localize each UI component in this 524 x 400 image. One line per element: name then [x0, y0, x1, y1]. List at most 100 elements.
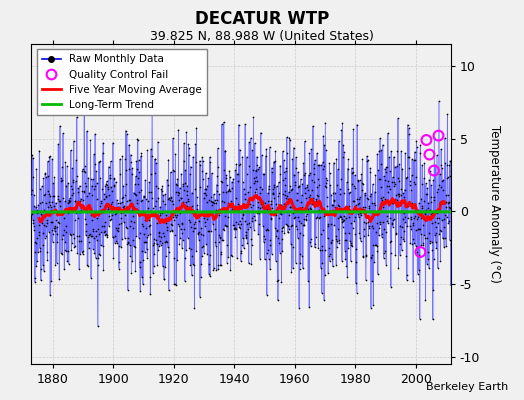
Point: [108, 212, 116, 218]
Point: [54, 210, 63, 216]
Point: [239, 244, 248, 251]
Point: [372, 210, 380, 216]
Point: [318, 260, 326, 266]
Point: [327, 191, 335, 198]
Point: [359, 253, 367, 259]
Point: [56, 208, 64, 215]
Point: [233, 177, 242, 184]
Point: [177, 221, 185, 227]
Point: [300, 222, 308, 228]
Point: [130, 206, 138, 212]
Point: [155, 229, 163, 235]
Point: [150, 239, 158, 246]
Point: [203, 251, 211, 257]
Point: [288, 156, 297, 162]
Point: [412, 138, 421, 144]
Point: [129, 213, 137, 219]
Point: [393, 197, 401, 203]
Point: [395, 193, 403, 199]
Point: [124, 239, 132, 245]
Point: [292, 222, 300, 229]
Point: [319, 166, 327, 172]
Point: [249, 213, 258, 220]
Point: [169, 135, 177, 142]
Point: [198, 154, 206, 160]
Point: [359, 254, 367, 260]
Point: [352, 290, 361, 296]
Point: [363, 194, 371, 201]
Point: [145, 188, 153, 195]
Point: [154, 195, 162, 201]
Point: [60, 266, 69, 272]
Point: [244, 260, 253, 266]
Point: [410, 179, 418, 185]
Point: [335, 202, 344, 209]
Point: [411, 157, 419, 164]
Point: [71, 216, 79, 223]
Point: [53, 239, 62, 246]
Point: [333, 215, 342, 221]
Point: [171, 189, 180, 195]
Point: [302, 216, 310, 223]
Point: [441, 160, 450, 166]
Point: [431, 224, 440, 231]
Point: [316, 209, 324, 215]
Point: [51, 223, 59, 230]
Point: [362, 252, 370, 258]
Point: [308, 177, 316, 184]
Point: [238, 154, 246, 160]
Point: [320, 247, 329, 254]
Point: [405, 165, 413, 171]
Point: [397, 186, 406, 192]
Point: [324, 222, 332, 229]
Point: [95, 208, 103, 214]
Point: [105, 213, 114, 220]
Point: [139, 192, 148, 199]
Point: [208, 170, 216, 176]
Point: [395, 191, 403, 197]
Point: [169, 200, 177, 207]
Point: [60, 226, 68, 233]
Point: [93, 180, 101, 186]
Point: [380, 248, 389, 254]
Point: [192, 194, 201, 200]
Point: [79, 166, 87, 172]
Point: [266, 242, 275, 248]
Point: [28, 208, 37, 215]
Point: [195, 209, 203, 216]
Point: [168, 222, 177, 228]
Point: [438, 200, 446, 206]
Point: [187, 224, 195, 230]
Point: [233, 255, 241, 261]
Point: [148, 153, 157, 160]
Point: [228, 178, 236, 185]
Point: [430, 135, 439, 141]
Point: [45, 191, 53, 197]
Point: [289, 265, 297, 272]
Point: [163, 182, 172, 188]
Point: [37, 265, 45, 272]
Point: [427, 211, 435, 217]
Point: [44, 204, 52, 210]
Point: [193, 209, 201, 216]
Point: [61, 159, 70, 166]
Point: [39, 242, 47, 248]
Point: [367, 305, 375, 311]
Point: [271, 201, 280, 208]
Point: [344, 186, 353, 192]
Point: [98, 207, 106, 213]
Point: [117, 199, 126, 206]
Point: [408, 240, 417, 247]
Point: [372, 229, 380, 236]
Point: [417, 196, 425, 202]
Point: [391, 196, 399, 202]
Point: [401, 150, 409, 156]
Point: [367, 190, 375, 197]
Point: [28, 217, 37, 223]
Point: [213, 188, 221, 194]
Point: [343, 274, 352, 280]
Point: [89, 176, 97, 182]
Point: [183, 235, 192, 241]
Point: [413, 270, 422, 277]
Point: [323, 210, 332, 216]
